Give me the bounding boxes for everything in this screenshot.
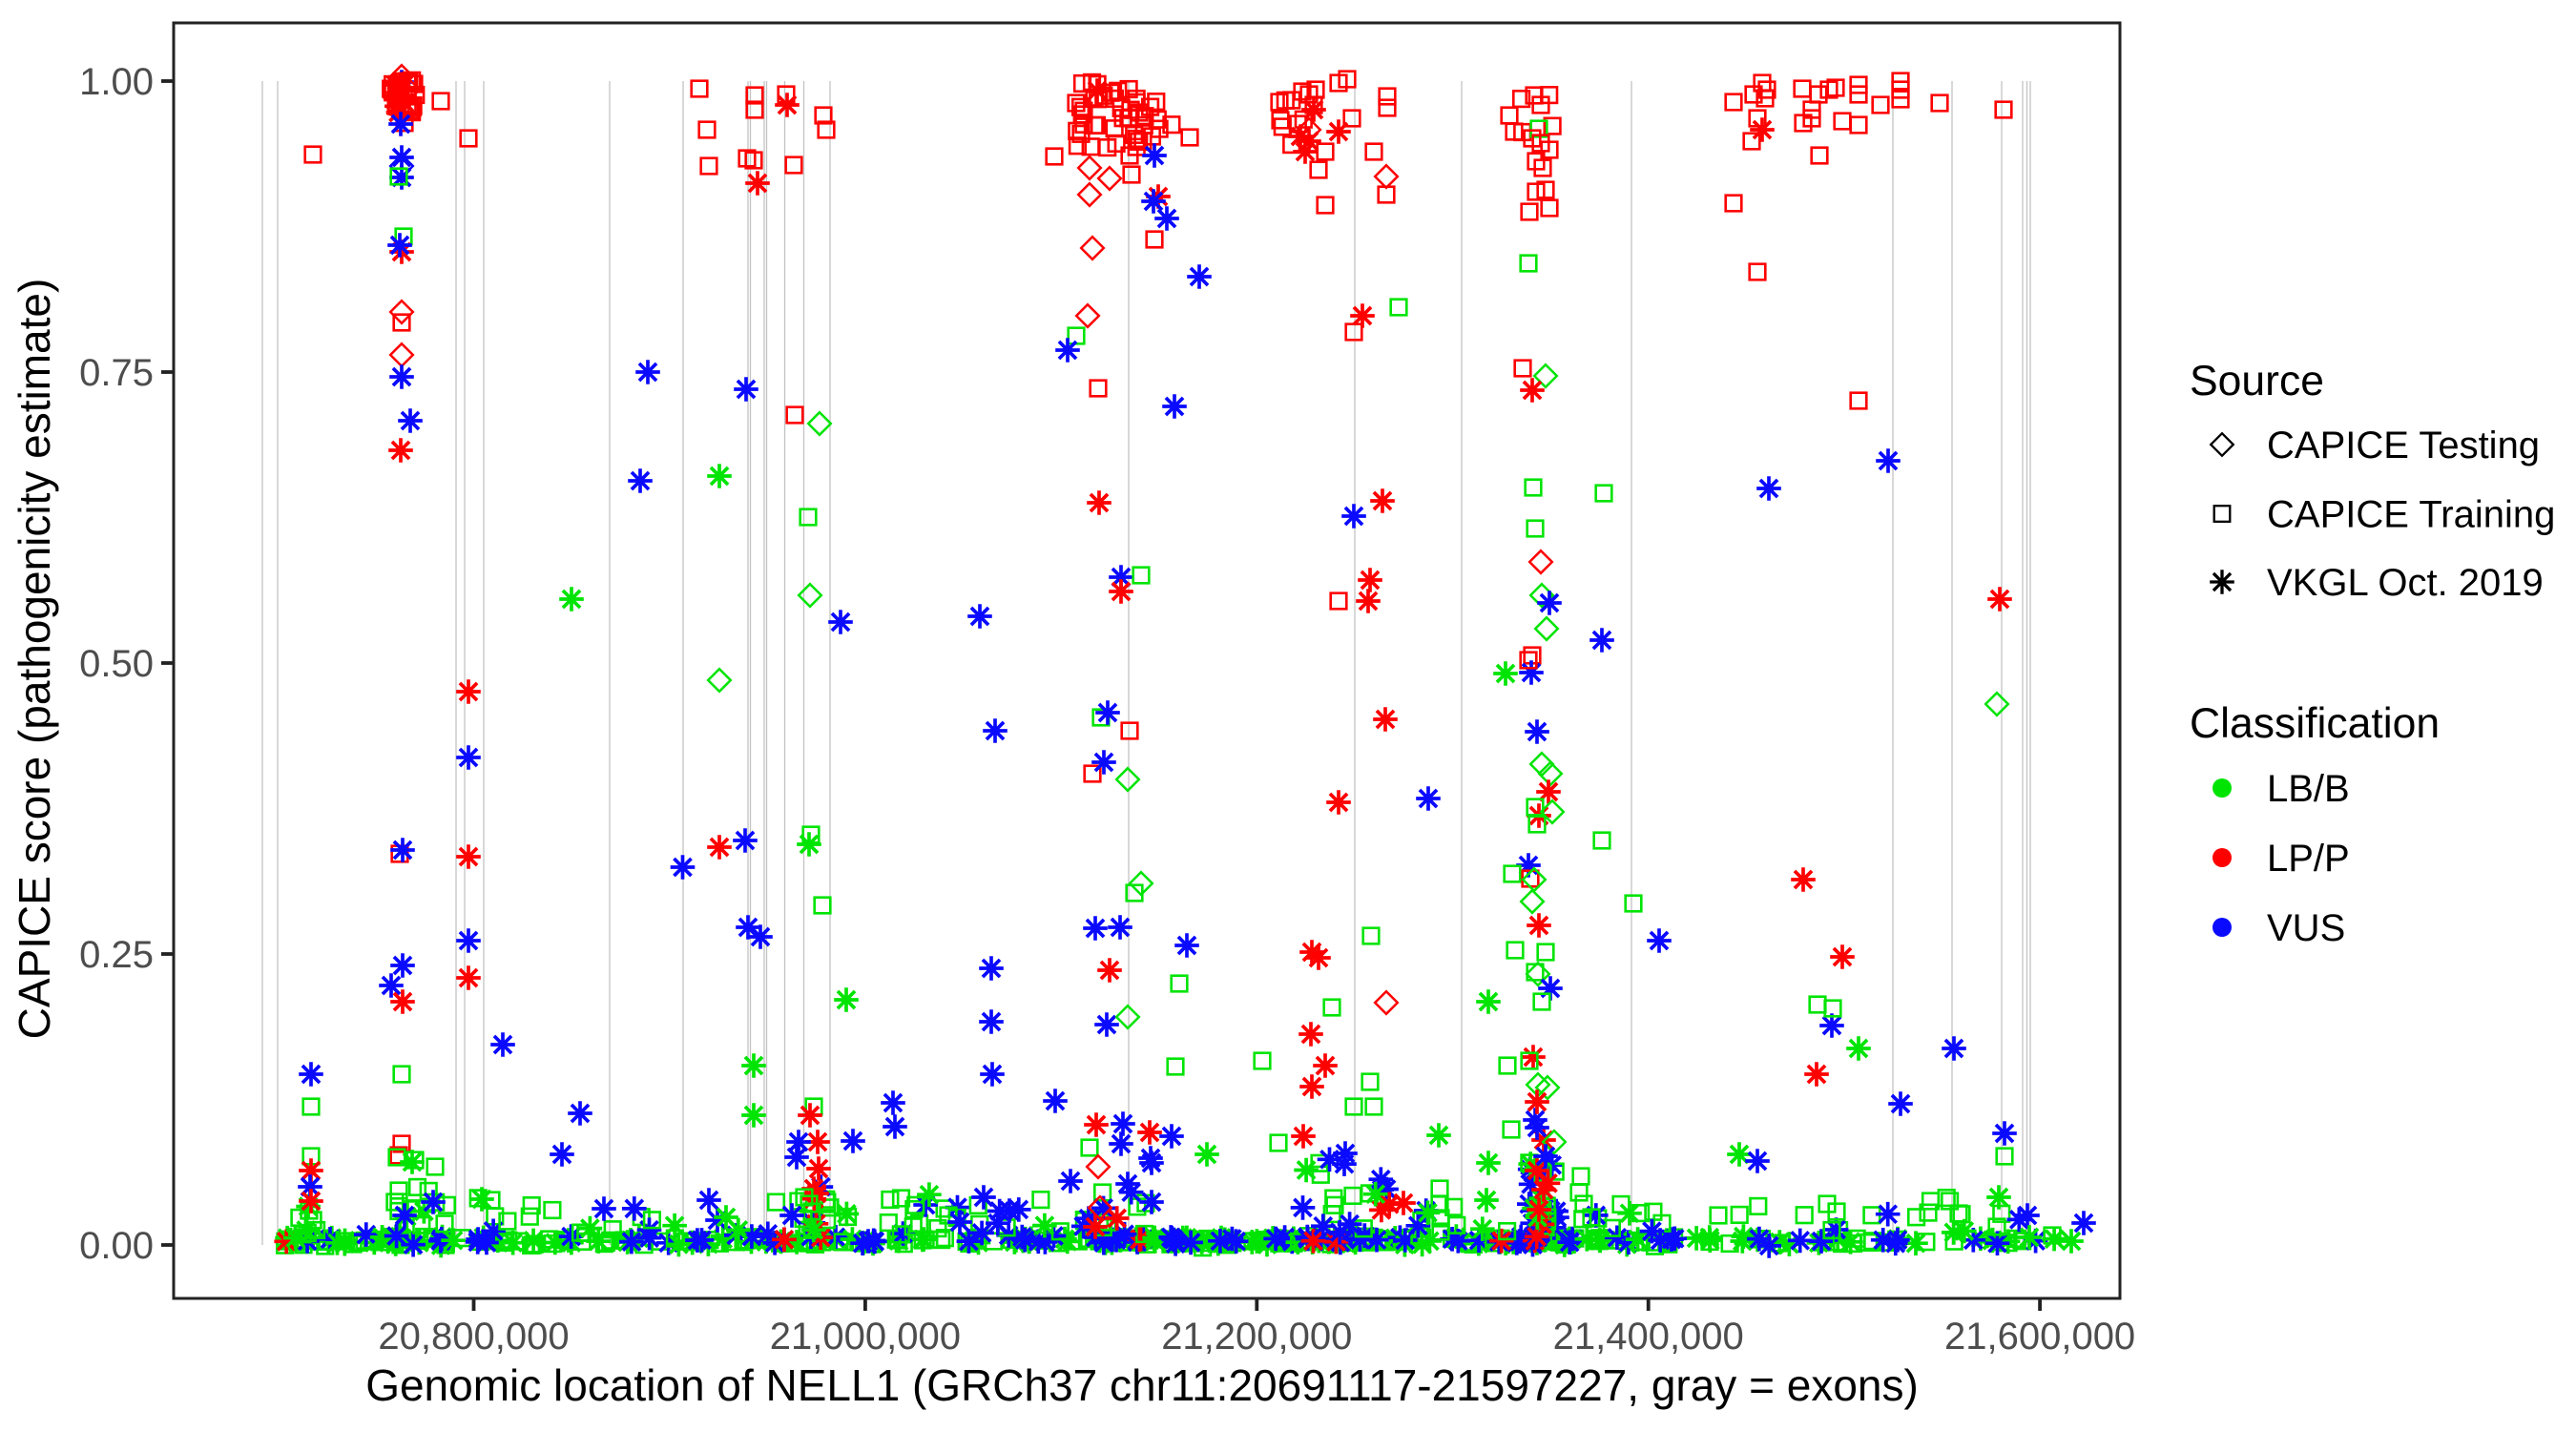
svg-text:21,600,000: 21,600,000 (1944, 1316, 2135, 1358)
svg-text:21,400,000: 21,400,000 (1553, 1316, 1744, 1358)
svg-text:20,800,000: 20,800,000 (378, 1316, 569, 1358)
svg-text:0.50: 0.50 (79, 643, 154, 685)
svg-text:0.75: 0.75 (79, 352, 154, 394)
svg-text:21,000,000: 21,000,000 (770, 1316, 961, 1358)
svg-text:21,200,000: 21,200,000 (1161, 1316, 1352, 1358)
svg-text:0.25: 0.25 (79, 934, 154, 976)
svg-text:CAPICE Testing: CAPICE Testing (2267, 425, 2540, 467)
svg-text:CAPICE Training: CAPICE Training (2267, 494, 2555, 536)
svg-text:VUS: VUS (2267, 907, 2345, 949)
svg-text:1.00: 1.00 (79, 61, 154, 103)
svg-text:LB/B: LB/B (2267, 768, 2350, 810)
svg-text:0.00: 0.00 (79, 1225, 154, 1267)
svg-text:VKGL Oct. 2019: VKGL Oct. 2019 (2267, 562, 2544, 604)
svg-text:LP/P: LP/P (2267, 838, 2350, 880)
svg-text:Classification: Classification (2190, 700, 2440, 747)
svg-text:Source: Source (2190, 358, 2324, 404)
svg-text:Genomic location of NELL1 (GRC: Genomic location of NELL1 (GRCh37 chr11:… (365, 1360, 1919, 1410)
svg-text:CAPICE score (pathogenicity es: CAPICE score (pathogenicity estimate) (10, 279, 59, 1040)
